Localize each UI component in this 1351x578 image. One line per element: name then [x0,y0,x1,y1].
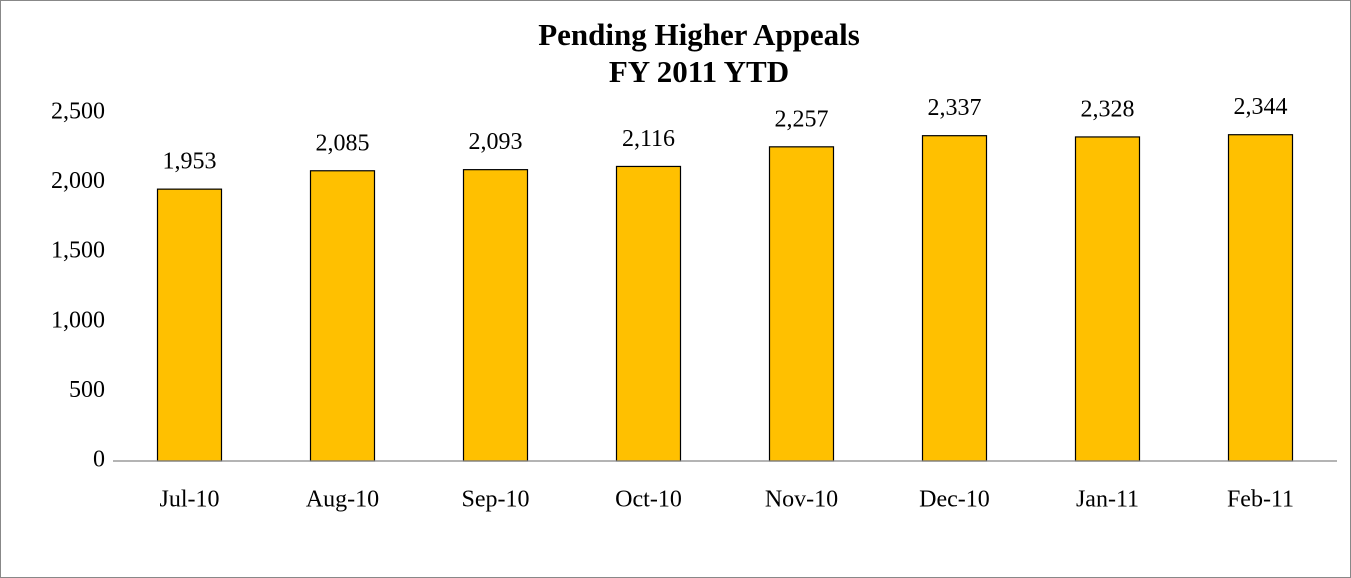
data-label: 2,116 [622,126,675,152]
x-tick-label: Aug-10 [306,487,379,513]
bar [156,188,223,462]
x-tick-label: Oct-10 [615,487,682,513]
data-label: 2,257 [775,106,829,132]
y-tick-label: 0 [93,447,105,473]
x-tick-label: Feb-11 [1227,487,1294,513]
bar [768,146,835,462]
x-tick-label: Jan-11 [1076,487,1139,513]
data-label: 2,337 [928,95,982,121]
y-tick-label: 1,500 [51,238,105,264]
x-tick-label: Jul-10 [160,487,220,513]
x-tick-label: Nov-10 [765,487,838,513]
y-tick-label: 1,000 [51,307,105,333]
data-label: 2,344 [1234,94,1288,120]
data-label: 2,328 [1081,96,1135,122]
y-tick-label: 2,500 [51,99,105,125]
bar [1227,134,1294,462]
x-tick-label: Dec-10 [919,487,990,513]
x-tick-label: Sep-10 [462,487,530,513]
bar [462,169,529,462]
bar [921,135,988,462]
y-tick-label: 2,000 [51,168,105,194]
data-label: 2,085 [316,130,370,156]
chart-title: Pending Higher Appeals [538,17,860,52]
data-label: 1,953 [163,149,217,175]
chart-subtitle: FY 2011 YTD [609,54,789,89]
bar [1074,136,1141,462]
y-tick-label: 500 [69,377,105,403]
bar [615,165,682,462]
bar [309,170,376,462]
data-label: 2,093 [469,129,523,155]
